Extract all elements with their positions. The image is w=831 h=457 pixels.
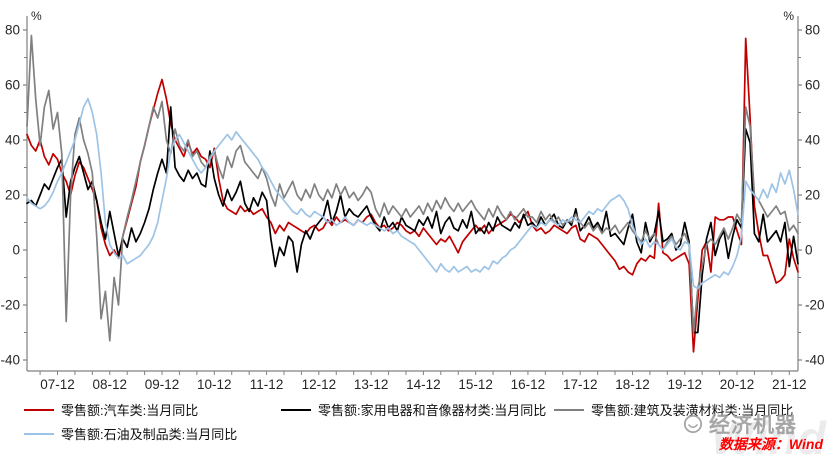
svg-text:60: 60: [5, 78, 20, 93]
svg-text:-20: -20: [0, 298, 20, 313]
line-chart: 80 80 60 60 40 40 20 20 0 0 -20 -20 -40 -40% % 07-12 08-…: [0, 9, 824, 392]
svg-text:20: 20: [5, 188, 20, 203]
svg-text:21-12: 21-12: [772, 377, 807, 392]
svg-text:10-12: 10-12: [197, 377, 232, 392]
series-line-building-materials-retail-yoy: [26, 34, 799, 342]
brand-watermark: 经济机器: [682, 409, 797, 439]
legend-item-appliance-av-retail-yoy[interactable]: 零售额:家用电器和音像器材类:当月同比: [281, 400, 546, 419]
svg-text:80: 80: [805, 23, 820, 38]
svg-text:-20: -20: [805, 298, 825, 313]
legend-marker-petroleum-products-retail-yoy: [24, 432, 54, 435]
legend-marker-building-materials-retail-yoy: [554, 408, 584, 411]
legend-item-petroleum-products-retail-yoy[interactable]: 零售额:石油及制品类:当月同比: [24, 424, 237, 443]
legend-marker-appliance-av-retail-yoy: [281, 408, 311, 411]
svg-text:12-12: 12-12: [302, 377, 337, 392]
svg-text:11-12: 11-12: [250, 377, 284, 392]
legend-label: 零售额:汽车类:当月同比: [61, 403, 199, 418]
svg-text:40: 40: [5, 133, 20, 148]
svg-text:%: %: [783, 9, 794, 23]
svg-text:18-12: 18-12: [615, 377, 650, 392]
svg-text:-40: -40: [805, 353, 825, 368]
svg-text:07-12: 07-12: [40, 377, 75, 392]
wind-logo-watermark: Wind: [711, 412, 827, 457]
brand-logo-icon: [683, 414, 703, 434]
svg-text:%: %: [31, 9, 42, 23]
y-axis-labels: 80 80 60 60 40 40 20 20 0 0 -20 -20 -40 -40%%: [0, 9, 824, 368]
series-line-auto-retail-yoy: [26, 37, 799, 353]
legend-marker-auto-retail-yoy: [24, 408, 54, 411]
svg-text:0: 0: [12, 243, 20, 258]
legend-label: 零售额:家用电器和音像器材类:当月同比: [318, 403, 547, 418]
svg-text:40: 40: [805, 133, 820, 148]
brand-watermark-text: 经济机器: [709, 414, 797, 437]
svg-text:60: 60: [805, 78, 820, 93]
series-line-appliance-av-retail-yoy: [26, 106, 799, 334]
legend-item-auto-retail-yoy[interactable]: 零售额:汽车类:当月同比: [24, 400, 198, 419]
legend-item-building-materials-retail-yoy[interactable]: 零售额:建筑及装潢材料类:当月同比: [554, 400, 793, 419]
svg-text:20-12: 20-12: [720, 377, 755, 392]
svg-text:08-12: 08-12: [92, 377, 127, 392]
svg-text:19-12: 19-12: [667, 377, 702, 392]
svg-text:17-12: 17-12: [563, 377, 598, 392]
svg-text:80: 80: [5, 23, 20, 38]
x-axis-labels: 07-12 08-12 09-12 10-12 11-12 12-12 13-12 14-12…: [39, 371, 807, 392]
axes: [26, 16, 799, 372]
svg-text:14-12: 14-12: [406, 377, 441, 392]
svg-text:0: 0: [805, 243, 813, 258]
data-source-label: 数据来源：Wind: [718, 436, 823, 452]
svg-text:09-12: 09-12: [145, 377, 180, 392]
svg-text:16-12: 16-12: [511, 377, 546, 392]
svg-text:13-12: 13-12: [354, 377, 389, 392]
series-line-petroleum-products-retail-yoy: [26, 97, 799, 290]
svg-text:-40: -40: [0, 353, 20, 368]
svg-text:20: 20: [805, 188, 820, 203]
legend-label: 零售额:建筑及装潢材料类:当月同比: [591, 403, 794, 418]
legend-label: 零售额:石油及制品类:当月同比: [61, 427, 238, 442]
svg-text:15-12: 15-12: [458, 377, 493, 392]
